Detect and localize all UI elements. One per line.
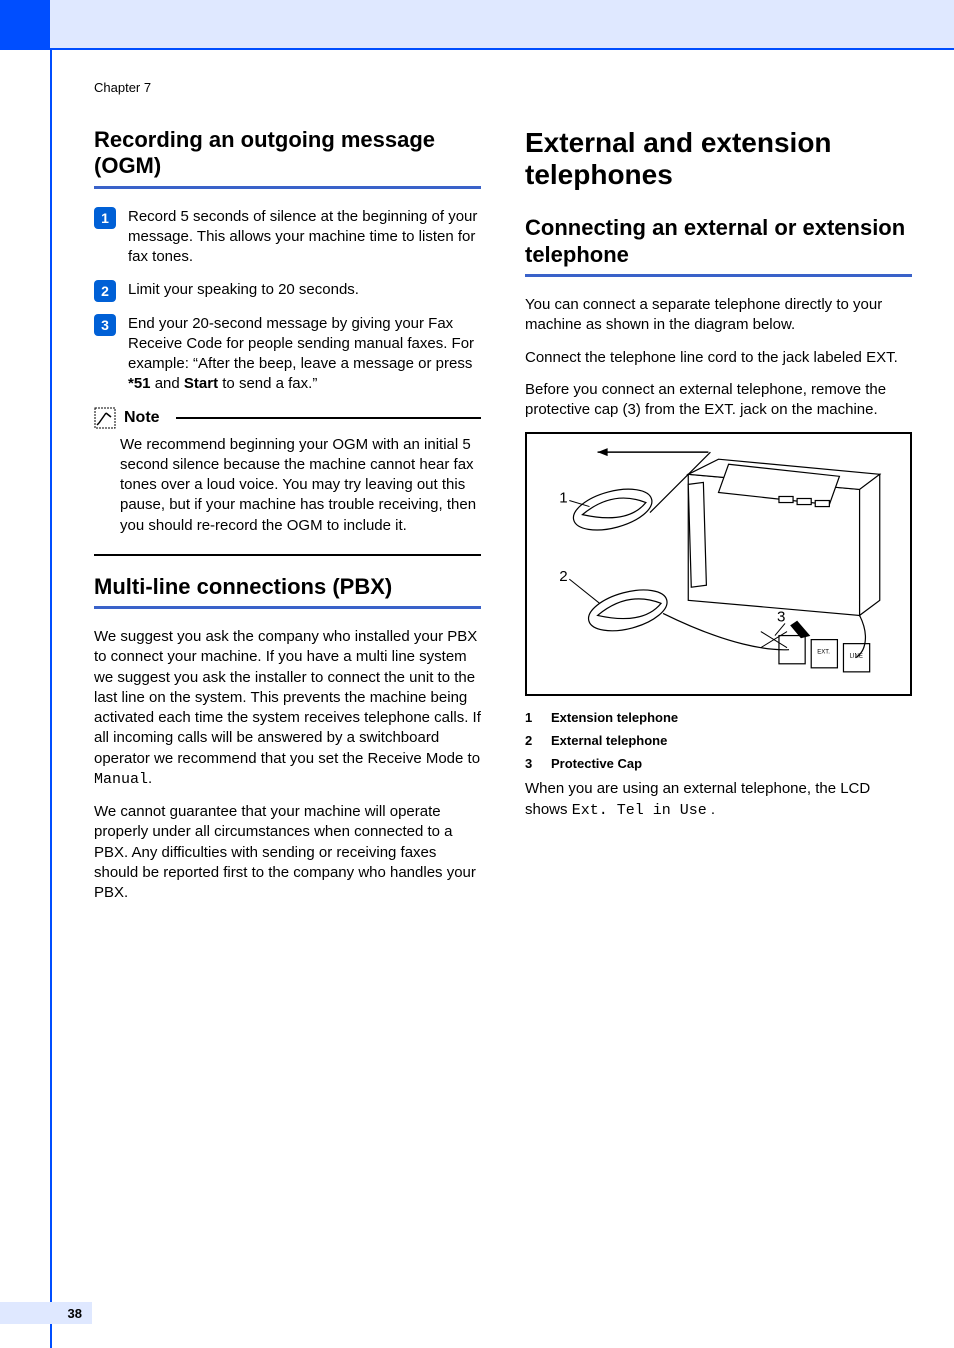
note-header: Note [94, 407, 481, 429]
page-number: 38 [68, 1306, 82, 1321]
right-p1: You can connect a separate telephone dir… [525, 295, 912, 336]
step-3: 3 End your 20-second message by giving y… [94, 314, 481, 395]
step-2: 2 Limit your speaking to 20 seconds. [94, 280, 481, 302]
port-ext-label: EXT. [817, 650, 830, 656]
pbx-p1-post: . [148, 770, 152, 787]
right-p2: Connect the telephone line cord to the j… [525, 348, 912, 368]
p4-code: Ext. Tel in Use [572, 802, 707, 819]
diagram-label-2: 2 [559, 569, 567, 586]
step3-mid: and [151, 375, 184, 392]
note-bottom-rule [94, 554, 481, 556]
legend-1: 1 Extension telephone [525, 710, 912, 725]
section-title-pbx: Multi-line connections (PBX) [94, 574, 481, 600]
pbx-p1-pre: We suggest you ask the company who insta… [94, 628, 481, 767]
page-content: Chapter 7 Recording an outgoing message … [52, 50, 954, 1348]
step3-pre: End your 20-second message by giving you… [128, 315, 474, 373]
section-rule [94, 186, 481, 189]
right-p3: Before you connect an external telephone… [525, 380, 912, 421]
step-badge: 2 [94, 280, 116, 302]
step-1: 1 Record 5 seconds of silence at the beg… [94, 207, 481, 268]
section-title-connecting: Connecting an external or extension tele… [525, 215, 912, 268]
left-column: Recording an outgoing message (OGM) 1 Re… [94, 127, 481, 915]
step-text: Record 5 seconds of silence at the begin… [128, 207, 481, 268]
diagram-label-3: 3 [777, 609, 785, 626]
step-badge: 1 [94, 207, 116, 229]
note-body: We recommend beginning your OGM with an … [94, 429, 481, 546]
note-icon [94, 407, 116, 429]
section-title-ogm: Recording an outgoing message (OGM) [94, 127, 481, 180]
step3-bold: Start [184, 375, 218, 392]
diagram-svg: EXT. LINE [527, 434, 910, 700]
right-p4: When you are using an external telephone… [525, 779, 912, 821]
main-heading: External and extension telephones [525, 127, 912, 191]
connection-diagram: EXT. LINE [525, 432, 912, 696]
note-title: Note [124, 409, 160, 427]
note-rule [176, 417, 481, 419]
section-rule [525, 274, 912, 277]
legend-label: External telephone [551, 733, 667, 748]
step3-code: **5151 [128, 375, 151, 392]
legend-label: Protective Cap [551, 756, 642, 771]
step-text: Limit your speaking to 20 seconds. [128, 280, 481, 302]
step-badge: 3 [94, 314, 116, 336]
step3-post: to send a fax.” [218, 375, 317, 392]
two-column-layout: Recording an outgoing message (OGM) 1 Re… [94, 127, 912, 915]
corner-accent [0, 0, 50, 50]
header-strip [50, 0, 954, 50]
legend-num: 1 [525, 710, 537, 725]
pbx-p1: We suggest you ask the company who insta… [94, 627, 481, 790]
right-column: External and extension telephones Connec… [525, 127, 912, 915]
legend-2: 2 External telephone [525, 733, 912, 748]
step-text: End your 20-second message by giving you… [128, 314, 481, 395]
page-number-tab: 38 [0, 1302, 92, 1324]
chapter-label: Chapter 7 [94, 80, 912, 95]
legend-3: 3 Protective Cap [525, 756, 912, 771]
legend-num: 3 [525, 756, 537, 771]
section-rule [94, 606, 481, 609]
p4-post: . [707, 801, 715, 818]
pbx-p2: We cannot guarantee that your machine wi… [94, 802, 481, 903]
legend-num: 2 [525, 733, 537, 748]
legend-label: Extension telephone [551, 710, 678, 725]
diagram-label-1: 1 [559, 490, 567, 507]
pbx-p1-code: Manual [94, 771, 148, 788]
